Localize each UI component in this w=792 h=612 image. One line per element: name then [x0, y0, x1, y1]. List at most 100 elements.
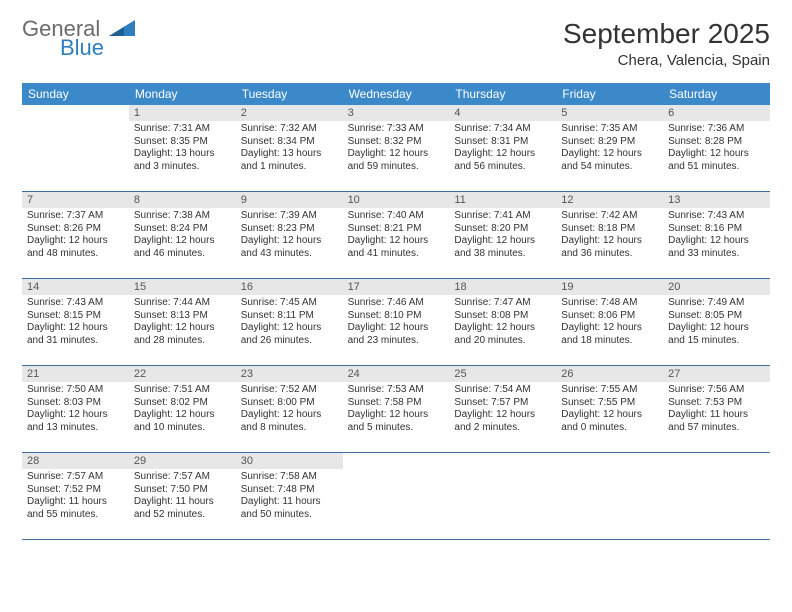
day-number: 29: [129, 453, 236, 469]
page-header: General Blue September 2025 Chera, Valen…: [22, 18, 770, 69]
day-cell: 24Sunrise: 7:53 AMSunset: 7:58 PMDayligh…: [343, 366, 450, 452]
sunset-line: Sunset: 8:32 PM: [348, 136, 445, 149]
day-cell: 22Sunrise: 7:51 AMSunset: 8:02 PMDayligh…: [129, 366, 236, 452]
sunset-line: Sunset: 8:23 PM: [241, 223, 338, 236]
day-number: 16: [236, 279, 343, 295]
sunrise-line: Sunrise: 7:54 AM: [454, 384, 551, 397]
weekday-header-cell: Sunday: [22, 83, 129, 105]
weekday-header-row: SundayMondayTuesdayWednesdayThursdayFrid…: [22, 83, 770, 105]
sunset-line: Sunset: 8:18 PM: [561, 223, 658, 236]
sunrise-line: Sunrise: 7:41 AM: [454, 210, 551, 223]
day-body: Sunrise: 7:32 AMSunset: 8:34 PMDaylight:…: [236, 121, 343, 177]
daylight-line: Daylight: 12 hours and 28 minutes.: [134, 322, 231, 347]
day-cell: 27Sunrise: 7:56 AMSunset: 7:53 PMDayligh…: [663, 366, 770, 452]
sunrise-line: Sunrise: 7:53 AM: [348, 384, 445, 397]
daylight-line: Daylight: 12 hours and 20 minutes.: [454, 322, 551, 347]
daylight-line: Daylight: 12 hours and 46 minutes.: [134, 235, 231, 260]
day-number: 9: [236, 192, 343, 208]
day-cell: 8 Sunrise: 7:38 AMSunset: 8:24 PMDaylight…: [129, 192, 236, 278]
day-cell: [22, 105, 129, 191]
daylight-line: Daylight: 12 hours and 51 minutes.: [668, 148, 765, 173]
day-number: 3: [343, 105, 450, 121]
logo-text-block: General Blue: [22, 18, 135, 59]
day-cell: 21Sunrise: 7:50 AMSunset: 8:03 PMDayligh…: [22, 366, 129, 452]
logo-word-blue: Blue: [60, 37, 135, 59]
day-cell: 5Sunrise: 7:35 AMSunset: 8:29 PMDaylight…: [556, 105, 663, 191]
day-body: Sunrise: 7:40 AMSunset: 8:21 PMDaylight:…: [343, 208, 450, 264]
sunset-line: Sunset: 8:31 PM: [454, 136, 551, 149]
day-number: 19: [556, 279, 663, 295]
sunset-line: Sunset: 8:16 PM: [668, 223, 765, 236]
sunrise-line: Sunrise: 7:38 AM: [134, 210, 231, 223]
sunset-line: Sunset: 8:05 PM: [668, 310, 765, 323]
day-cell: 18Sunrise: 7:47 AMSunset: 8:08 PMDayligh…: [449, 279, 556, 365]
day-body: Sunrise: 7:31 AMSunset: 8:35 PMDaylight:…: [129, 121, 236, 177]
day-cell: 25Sunrise: 7:54 AMSunset: 7:57 PMDayligh…: [449, 366, 556, 452]
day-number: 27: [663, 366, 770, 382]
sunset-line: Sunset: 8:08 PM: [454, 310, 551, 323]
daylight-line: Daylight: 12 hours and 36 minutes.: [561, 235, 658, 260]
day-number: 23: [236, 366, 343, 382]
week-row: 7Sunrise: 7:37 AMSunset: 8:26 PMDaylight…: [22, 192, 770, 279]
day-body: Sunrise: 7:47 AMSunset: 8:08 PMDaylight:…: [449, 295, 556, 351]
day-cell: 2Sunrise: 7:32 AMSunset: 8:34 PMDaylight…: [236, 105, 343, 191]
week-row: 21Sunrise: 7:50 AMSunset: 8:03 PMDayligh…: [22, 366, 770, 453]
day-cell: 14Sunrise: 7:43 AMSunset: 8:15 PMDayligh…: [22, 279, 129, 365]
weekday-header-cell: Saturday: [663, 83, 770, 105]
sunrise-line: Sunrise: 7:34 AM: [454, 123, 551, 136]
daylight-line: Daylight: 12 hours and 13 minutes.: [27, 409, 124, 434]
day-number: 4: [449, 105, 556, 121]
day-body: Sunrise: 7:51 AMSunset: 8:02 PMDaylight:…: [129, 382, 236, 438]
day-number: 6: [663, 105, 770, 121]
day-cell: [449, 453, 556, 539]
sunset-line: Sunset: 7:50 PM: [134, 484, 231, 497]
day-number: 15: [129, 279, 236, 295]
weekday-header-cell: Friday: [556, 83, 663, 105]
day-number: 8: [129, 192, 236, 208]
day-cell: 29Sunrise: 7:57 AMSunset: 7:50 PMDayligh…: [129, 453, 236, 539]
day-cell: 11Sunrise: 7:41 AMSunset: 8:20 PMDayligh…: [449, 192, 556, 278]
sunrise-line: Sunrise: 7:32 AM: [241, 123, 338, 136]
day-number: 1: [129, 105, 236, 121]
day-number: 18: [449, 279, 556, 295]
sunset-line: Sunset: 7:57 PM: [454, 397, 551, 410]
day-number: 30: [236, 453, 343, 469]
day-body: Sunrise: 7:44 AMSunset: 8:13 PMDaylight:…: [129, 295, 236, 351]
sunset-line: Sunset: 8:24 PM: [134, 223, 231, 236]
day-cell: 9Sunrise: 7:39 AMSunset: 8:23 PMDaylight…: [236, 192, 343, 278]
day-number: 7: [22, 192, 129, 208]
sunrise-line: Sunrise: 7:48 AM: [561, 297, 658, 310]
sunrise-line: Sunrise: 7:50 AM: [27, 384, 124, 397]
day-body: Sunrise: 7:41 AMSunset: 8:20 PMDaylight:…: [449, 208, 556, 264]
sunset-line: Sunset: 7:58 PM: [348, 397, 445, 410]
sunrise-line: Sunrise: 7:39 AM: [241, 210, 338, 223]
sunset-line: Sunset: 8:26 PM: [27, 223, 124, 236]
day-number: 10: [343, 192, 450, 208]
day-cell: 26Sunrise: 7:55 AMSunset: 7:55 PMDayligh…: [556, 366, 663, 452]
sunset-line: Sunset: 8:10 PM: [348, 310, 445, 323]
week-row: 1Sunrise: 7:31 AMSunset: 8:35 PMDaylight…: [22, 105, 770, 192]
week-row: 28Sunrise: 7:57 AMSunset: 7:52 PMDayligh…: [22, 453, 770, 540]
day-body: Sunrise: 7:43 AMSunset: 8:16 PMDaylight:…: [663, 208, 770, 264]
day-number: 21: [22, 366, 129, 382]
sunset-line: Sunset: 8:21 PM: [348, 223, 445, 236]
sunrise-line: Sunrise: 7:52 AM: [241, 384, 338, 397]
daylight-line: Daylight: 12 hours and 41 minutes.: [348, 235, 445, 260]
day-body: Sunrise: 7:52 AMSunset: 8:00 PMDaylight:…: [236, 382, 343, 438]
day-body: Sunrise: 7:57 AMSunset: 7:50 PMDaylight:…: [129, 469, 236, 525]
day-cell: [663, 453, 770, 539]
calendar-page: General Blue September 2025 Chera, Valen…: [0, 0, 792, 558]
day-number: 24: [343, 366, 450, 382]
day-cell: 13Sunrise: 7:43 AMSunset: 8:16 PMDayligh…: [663, 192, 770, 278]
sunrise-line: Sunrise: 7:36 AM: [668, 123, 765, 136]
day-body: Sunrise: 7:55 AMSunset: 7:55 PMDaylight:…: [556, 382, 663, 438]
sunset-line: Sunset: 7:48 PM: [241, 484, 338, 497]
day-body: Sunrise: 7:56 AMSunset: 7:53 PMDaylight:…: [663, 382, 770, 438]
sunrise-line: Sunrise: 7:43 AM: [27, 297, 124, 310]
daylight-line: Daylight: 12 hours and 26 minutes.: [241, 322, 338, 347]
day-body: Sunrise: 7:50 AMSunset: 8:03 PMDaylight:…: [22, 382, 129, 438]
daylight-line: Daylight: 12 hours and 38 minutes.: [454, 235, 551, 260]
calendar-grid: SundayMondayTuesdayWednesdayThursdayFrid…: [22, 83, 770, 540]
sunrise-line: Sunrise: 7:56 AM: [668, 384, 765, 397]
sunrise-line: Sunrise: 7:45 AM: [241, 297, 338, 310]
